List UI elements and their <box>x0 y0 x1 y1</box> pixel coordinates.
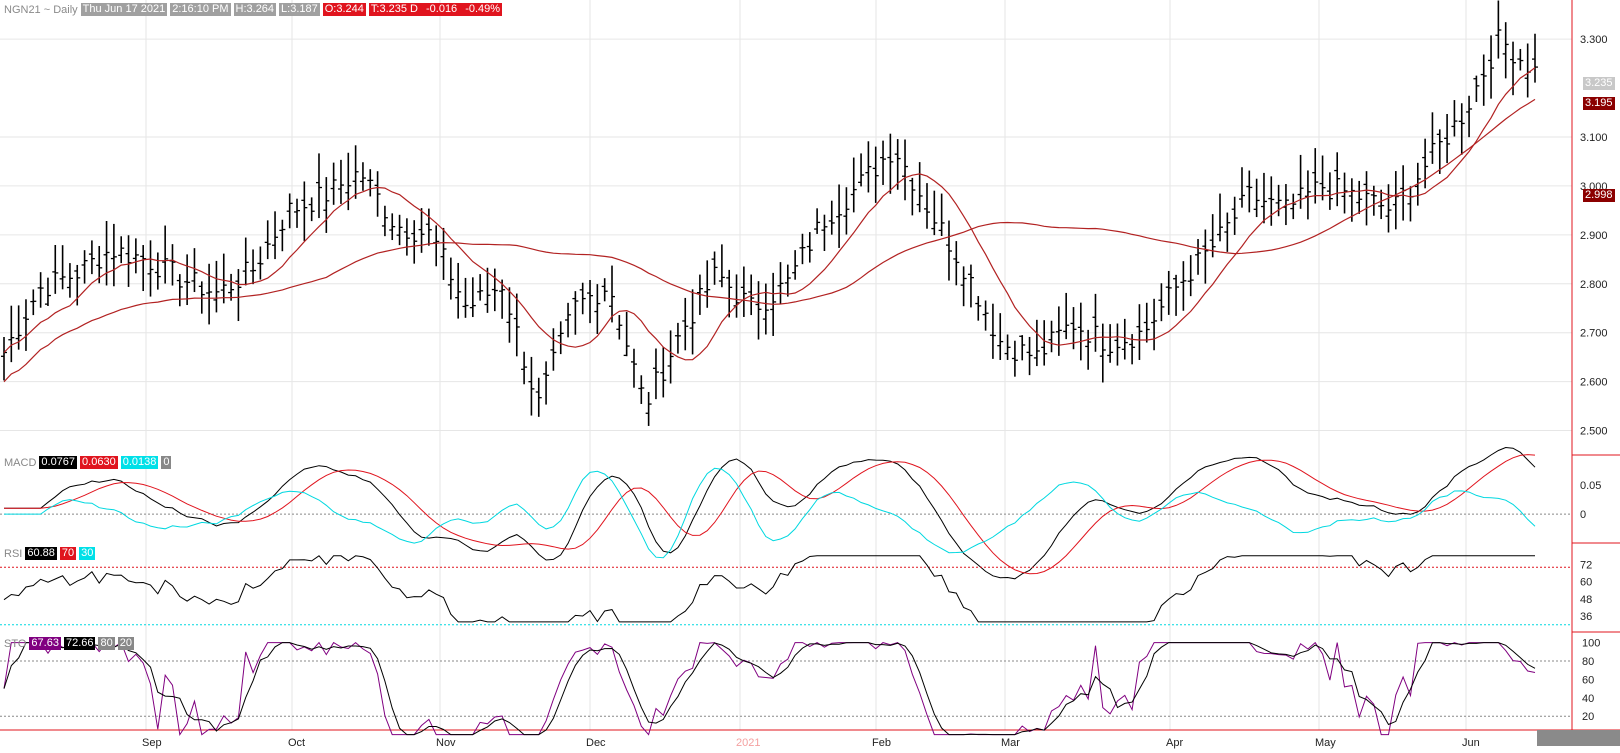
macd-label: MACD <box>4 456 37 469</box>
symbol-label: NGN21 ~ Daily <box>4 3 78 16</box>
price-tick-label: 3.100 <box>1580 132 1608 144</box>
sto-upper: 80 <box>98 637 115 650</box>
low-badge: L:3.187 <box>279 3 320 16</box>
rsi-header: RSI 60.88 70 30 <box>4 547 96 560</box>
sto-k-line <box>3 641 1536 736</box>
macd-tick-label: 0 <box>1580 509 1586 521</box>
rsi-line <box>3 555 1535 623</box>
price-tick-label: 2.600 <box>1580 377 1608 389</box>
x-axis-label: 2021 <box>736 737 760 749</box>
y-axis-ticks: 3.3003.1003.0002.9002.8002.7002.6002.500… <box>1580 34 1608 723</box>
sto-d: 72.66 <box>63 637 96 650</box>
rsi-tick-label: 36 <box>1580 611 1592 623</box>
sto-header: STO 67.63 72.66 80 20 <box>4 637 134 650</box>
x-axis-label: May <box>1315 737 1336 749</box>
panel-borders <box>0 0 1620 731</box>
sto-lower: 20 <box>117 637 134 650</box>
sto-tick-label: 40 <box>1582 693 1594 705</box>
sto-k: 67.63 <box>29 637 61 650</box>
rsi-upper: 70 <box>59 547 77 560</box>
x-axis-label: Apr <box>1166 737 1183 749</box>
x-axis-label: Feb <box>872 737 891 749</box>
x-axis-label: Mar <box>1001 737 1020 749</box>
macd-tick-label: 0.05 <box>1580 480 1601 492</box>
indicator-lines <box>0 446 1572 736</box>
rsi-label: RSI <box>4 547 23 560</box>
rsi-tick-label: 60 <box>1580 577 1592 589</box>
price-tick-label: 2.800 <box>1580 279 1608 291</box>
price-tick-label: 2.700 <box>1580 328 1608 340</box>
ma-short-line <box>3 67 1536 361</box>
x-axis-labels: Sep Oct Nov Dec 2021 Feb Mar Apr May Jun <box>142 737 1480 749</box>
sto-d-line <box>3 642 1536 736</box>
macd-value: 0.0767 <box>39 456 78 469</box>
macd-header: MACD 0.0767 0.0630 0.0138 0 <box>4 456 172 469</box>
rsi-tick-label: 48 <box>1580 594 1592 606</box>
ma-long-badge: 2.998 <box>1583 189 1615 202</box>
last-price-badge: 3.235 <box>1583 77 1615 90</box>
rsi-lower: 30 <box>79 547 96 560</box>
pct-badge: -0.49% <box>465 3 501 15</box>
time-badge: 2:16:10 PM <box>170 3 231 16</box>
open-badge: O:3.244 <box>322 3 366 16</box>
macd-zero: 0 <box>161 456 172 469</box>
high-badge: H:3.264 <box>233 3 277 16</box>
sto-tick-label: 20 <box>1582 711 1594 723</box>
macd-signal-line <box>4 454 1536 575</box>
x-axis-label: Nov <box>436 737 456 749</box>
x-axis-label: Sep <box>142 737 162 749</box>
rsi-tick-label: 72 <box>1580 559 1592 571</box>
grid <box>0 0 1572 730</box>
sto-tick-label: 80 <box>1582 656 1594 668</box>
ma-long-line <box>3 98 1536 383</box>
change-badge: -0.016 <box>425 3 458 15</box>
x-axis-label: Oct <box>288 737 305 749</box>
price-tick-label: 2.500 <box>1580 426 1608 438</box>
macd-histogram-line <box>4 467 1536 559</box>
price-tick-label: 3.300 <box>1580 34 1608 46</box>
moving-averages <box>3 67 1536 383</box>
macd-hist: 0.0138 <box>120 456 159 469</box>
x-axis-label: Jun <box>1462 737 1480 749</box>
rsi-value: 60.88 <box>25 547 57 560</box>
macd-line <box>4 446 1536 580</box>
sto-label: STO <box>4 637 27 650</box>
macd-signal: 0.0630 <box>80 456 118 469</box>
chart-header: NGN21 ~ Daily Thu Jun 17 2021 2:16:10 PM… <box>4 3 503 16</box>
last-badge: T:3.235 D <box>370 3 418 15</box>
price-tick-label: 2.900 <box>1580 230 1608 242</box>
ma-short-badge: 3.195 <box>1583 97 1615 110</box>
date-badge: Thu Jun 17 2021 <box>80 3 168 16</box>
price-bars <box>1 0 1538 426</box>
x-axis-label: Dec <box>586 737 606 749</box>
scrollbar[interactable] <box>1537 730 1620 746</box>
sto-tick-label: 100 <box>1582 638 1600 650</box>
sto-tick-label: 60 <box>1582 674 1594 686</box>
